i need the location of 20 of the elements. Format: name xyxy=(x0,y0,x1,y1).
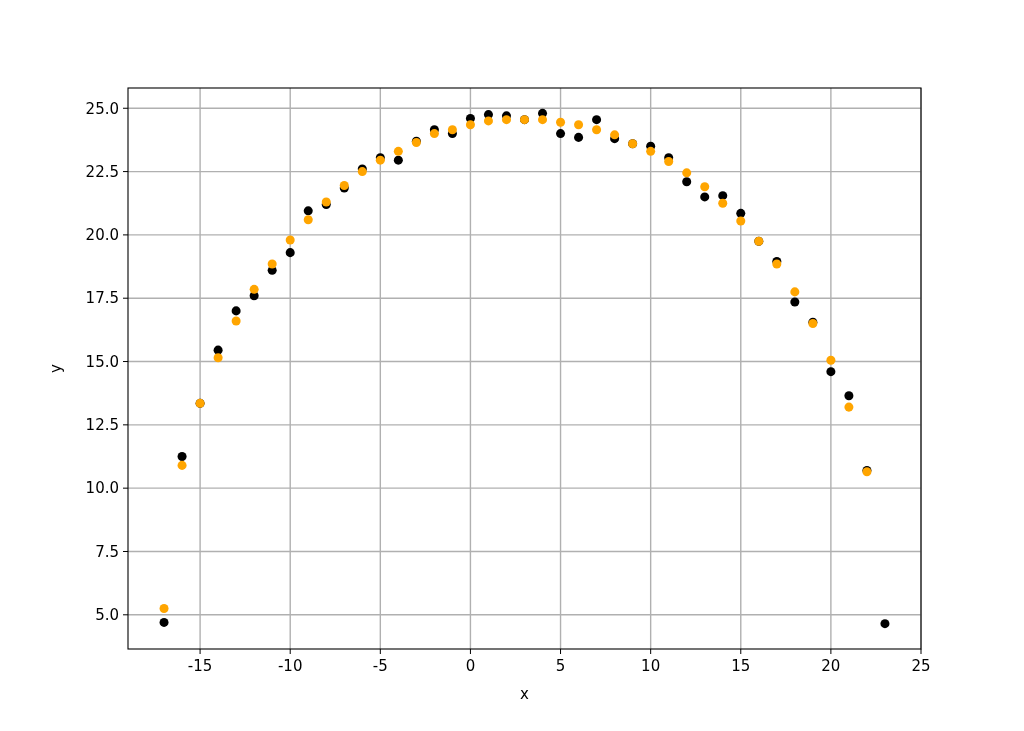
y-tick-label: 22.5 xyxy=(85,162,119,181)
x-tick-label: -15 xyxy=(187,657,213,675)
y-axis-title: y xyxy=(47,363,65,373)
x-tick-label: 5 xyxy=(555,657,566,675)
x-tick-label: 20 xyxy=(821,657,841,675)
y-tick-label: 25.0 xyxy=(85,99,119,118)
y-tick-label: 12.5 xyxy=(85,416,119,435)
y-tick-label: 17.5 xyxy=(85,289,119,308)
y-tick-label: 15.0 xyxy=(85,352,119,371)
y-tick-label: 20.0 xyxy=(85,226,119,245)
y-tick-label: 7.5 xyxy=(95,542,119,561)
x-tick-label: 15 xyxy=(731,657,751,675)
x-tick-label: 10 xyxy=(641,657,661,675)
y-tick-label: 10.0 xyxy=(85,479,119,498)
x-tick-label: -10 xyxy=(277,657,303,675)
x-tick-label: 25 xyxy=(911,657,931,675)
x-tick-label: -5 xyxy=(372,657,388,675)
y-tick-label: 5.0 xyxy=(95,606,119,625)
x-tick-label: 0 xyxy=(465,657,476,675)
x-axis-title: x xyxy=(520,685,530,703)
